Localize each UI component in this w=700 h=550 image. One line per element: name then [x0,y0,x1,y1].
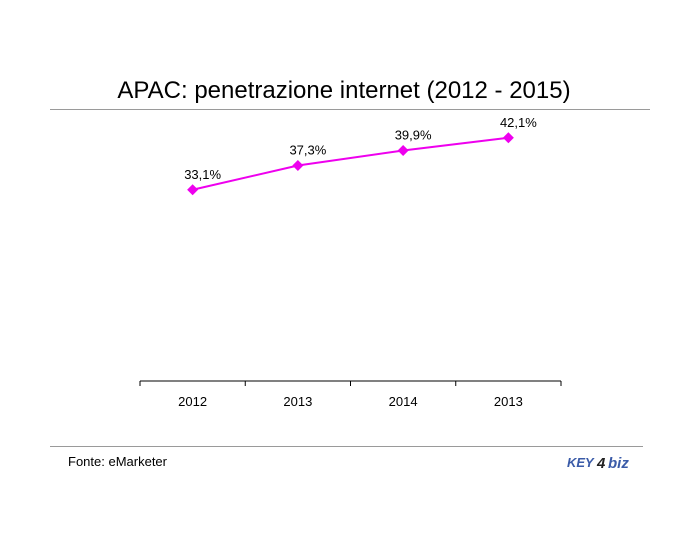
x-tick-label: 2013 [283,394,312,409]
data-label: 39,9% [395,127,432,142]
data-point-marker [292,159,304,171]
series-line-group [192,136,509,191]
svg-text:KEY: KEY [567,455,595,470]
svg-text:4: 4 [596,455,606,472]
data-point-marker [397,144,409,156]
data-label: 37,3% [289,142,326,157]
key4biz-logo: KEY 4 biz [567,455,629,472]
footer-divider [50,446,643,447]
x-axis [139,380,562,386]
tick-label-group: 2012 2013 2014 2013 [178,394,523,409]
x-tick-label: 2012 [178,394,207,409]
marker-group [187,132,514,196]
data-point-marker [502,132,514,144]
data-label-group: 33,1% 37,3% 39,9% 42,1% [184,115,537,182]
data-label: 42,1% [500,115,537,130]
series-line [192,136,509,191]
title-divider [50,109,650,110]
x-tick-label: 2013 [494,394,523,409]
source-note: Fonte: eMarketer [68,454,167,469]
x-tick-label: 2014 [389,394,418,409]
data-label: 33,1% [184,167,221,182]
svg-text:biz: biz [608,455,629,472]
chart-title: APAC: penetrazione internet (2012 - 2015… [117,77,571,104]
data-point-marker [187,184,199,196]
